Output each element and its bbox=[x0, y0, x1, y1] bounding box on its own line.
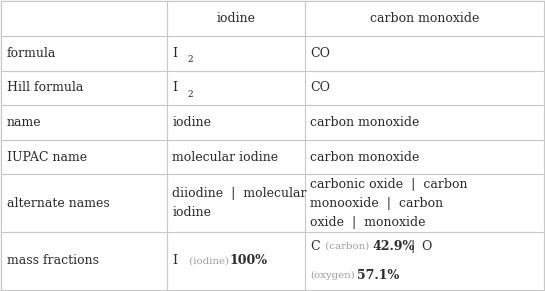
Text: carbon monoxide: carbon monoxide bbox=[311, 116, 420, 129]
Text: 100%: 100% bbox=[229, 254, 267, 267]
Text: |: | bbox=[411, 240, 415, 253]
Bar bbox=[2, 70, 167, 105]
Bar bbox=[2, 232, 167, 290]
Text: 2: 2 bbox=[187, 55, 193, 64]
Bar bbox=[2, 1, 167, 36]
Bar bbox=[305, 140, 543, 174]
Text: IUPAC name: IUPAC name bbox=[7, 150, 87, 164]
Text: 42.9%: 42.9% bbox=[373, 240, 415, 253]
Bar bbox=[305, 105, 543, 140]
Bar bbox=[2, 174, 167, 232]
Bar bbox=[2, 105, 167, 140]
Text: 57.1%: 57.1% bbox=[356, 269, 399, 282]
Text: formula: formula bbox=[7, 47, 56, 60]
Bar bbox=[305, 70, 543, 105]
Bar bbox=[167, 70, 305, 105]
Bar bbox=[167, 174, 305, 232]
Text: I: I bbox=[172, 254, 177, 267]
Bar bbox=[167, 36, 305, 70]
Text: alternate names: alternate names bbox=[7, 197, 110, 210]
Bar bbox=[305, 232, 543, 290]
Bar bbox=[167, 1, 305, 36]
Text: molecular iodine: molecular iodine bbox=[172, 150, 278, 164]
Text: (oxygen): (oxygen) bbox=[311, 271, 355, 280]
Bar bbox=[2, 140, 167, 174]
Text: O: O bbox=[422, 240, 432, 253]
Text: CO: CO bbox=[311, 81, 330, 94]
Text: Hill formula: Hill formula bbox=[7, 81, 83, 94]
Bar bbox=[167, 232, 305, 290]
Text: C: C bbox=[311, 240, 320, 253]
Text: I: I bbox=[172, 47, 177, 60]
Text: name: name bbox=[7, 116, 41, 129]
Bar bbox=[305, 174, 543, 232]
Text: CO: CO bbox=[311, 47, 330, 60]
Text: mass fractions: mass fractions bbox=[7, 254, 99, 267]
Bar bbox=[167, 105, 305, 140]
Text: carbonic oxide  |  carbon
monooxide  |  carbon
oxide  |  monoxide: carbonic oxide | carbon monooxide | carb… bbox=[311, 178, 468, 229]
Text: (iodine): (iodine) bbox=[186, 256, 229, 265]
Bar bbox=[167, 140, 305, 174]
Text: carbon monoxide: carbon monoxide bbox=[370, 12, 479, 25]
Bar bbox=[305, 1, 543, 36]
Bar bbox=[2, 36, 167, 70]
Text: (carbon): (carbon) bbox=[323, 242, 370, 251]
Text: iodine: iodine bbox=[172, 116, 211, 129]
Text: diiodine  |  molecular
iodine: diiodine | molecular iodine bbox=[172, 187, 307, 219]
Text: iodine: iodine bbox=[216, 12, 256, 25]
Text: 2: 2 bbox=[187, 90, 193, 99]
Bar bbox=[305, 36, 543, 70]
Text: I: I bbox=[172, 81, 177, 94]
Text: carbon monoxide: carbon monoxide bbox=[311, 150, 420, 164]
